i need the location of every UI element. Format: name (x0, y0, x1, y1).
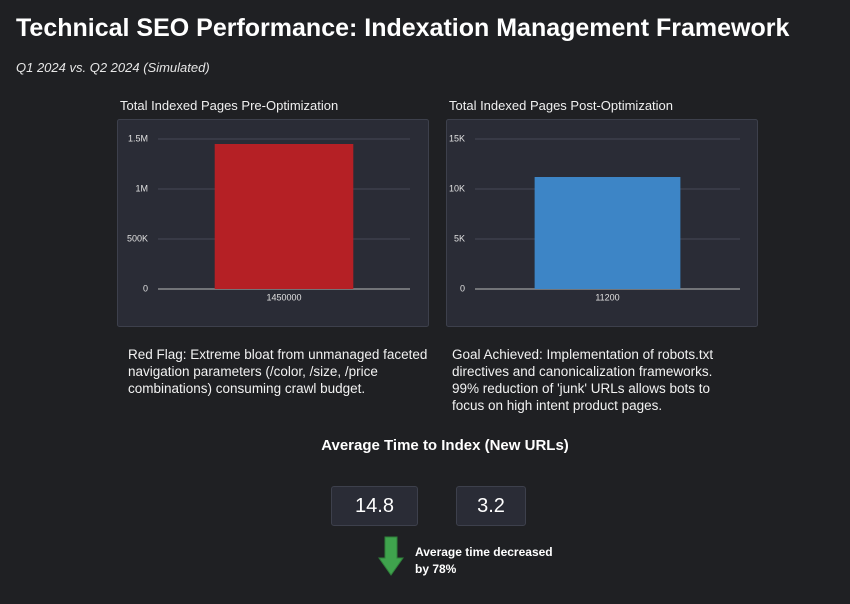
y-tick-label: 0 (143, 283, 148, 293)
page-title: Technical SEO Performance: Indexation Ma… (16, 14, 790, 42)
bar (214, 144, 354, 289)
y-tick-label: 1.5M (128, 133, 148, 143)
charts: 0 500K 1M 1.5M 1450000 0 5K 10K 15K 11200 (117, 119, 758, 327)
y-tick-label: 5K (454, 233, 465, 243)
y-tick-label: 1M (135, 183, 148, 193)
y-tick-label: 10K (449, 183, 465, 193)
kpi-before: 14.8 (331, 486, 418, 526)
kpi-change-note: Average time decreased by 78% (415, 545, 553, 576)
bar (534, 177, 681, 289)
x-tick-label: 1450000 (266, 292, 301, 302)
y-tick-label: 0 (460, 283, 465, 293)
arrow-shape (378, 536, 404, 576)
note: Goal Achieved: Implementation of robots.… (452, 347, 714, 413)
kpi-title: Average Time to Index (New URLs) (321, 437, 569, 454)
x-tick-label: 11200 (595, 292, 619, 302)
subtitle: Q1 2024 vs. Q2 2024 (Simulated) (16, 60, 210, 75)
y-tick-label: 500K (127, 233, 148, 243)
chart-title: Total Indexed Pages Pre-Optimization (120, 98, 339, 113)
kpi-after: 3.2 (456, 486, 526, 526)
y-tick-label: 15K (449, 133, 465, 143)
down-arrow (378, 536, 404, 576)
chart-title: Total Indexed Pages Post-Optimization (449, 98, 674, 113)
note: Red Flag: Extreme bloat from unmanaged f… (128, 347, 428, 396)
